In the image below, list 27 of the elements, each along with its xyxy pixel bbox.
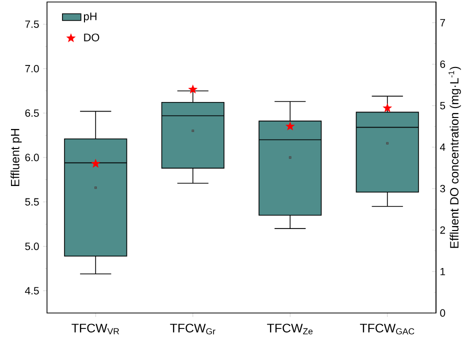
x-tick-label: TFCW$_{Gr}$ (170, 324, 216, 334)
point (285, 121, 295, 130)
y-tick-label: 4.5 (24, 287, 39, 294)
x-tick-label: TFCW$_{VR}$ (72, 324, 120, 334)
y2-tick-label: 0 (440, 309, 446, 317)
y-tick-label: 5.0 (25, 242, 39, 250)
x-tick-label: TFCW$_{GAC}$ (360, 324, 414, 334)
y2-tick-label: 2 (440, 226, 445, 234)
y2-tick-label: 1 (440, 268, 446, 276)
y2-axis-title: Effluent DO concentration (mg·L$^{-1}$) (448, 66, 461, 248)
point (382, 103, 392, 112)
y2-tick-label: 5 (440, 102, 446, 110)
y2-tick-label: 6 (440, 60, 446, 68)
y-tick-label: 6.5 (25, 109, 39, 117)
y2-tick-label: 3 (440, 184, 446, 192)
y2-tick-label: 7 (440, 19, 445, 26)
legend-label: pH (84, 12, 96, 22)
y-tick-label: 6.0 (25, 154, 39, 162)
y-tick-label: 5.5 (25, 198, 39, 206)
y-tick-label: 7.0 (25, 64, 39, 72)
point (188, 84, 198, 94)
y-tick-label: 7.5 (25, 20, 39, 28)
y2-tick-label: 4 (440, 144, 446, 151)
legend-label: DO (84, 34, 100, 42)
point (90, 158, 100, 168)
x-tick-label: TFCW$_{Ze}$ (267, 324, 313, 334)
y-axis-title: Effluent pH (10, 129, 22, 186)
